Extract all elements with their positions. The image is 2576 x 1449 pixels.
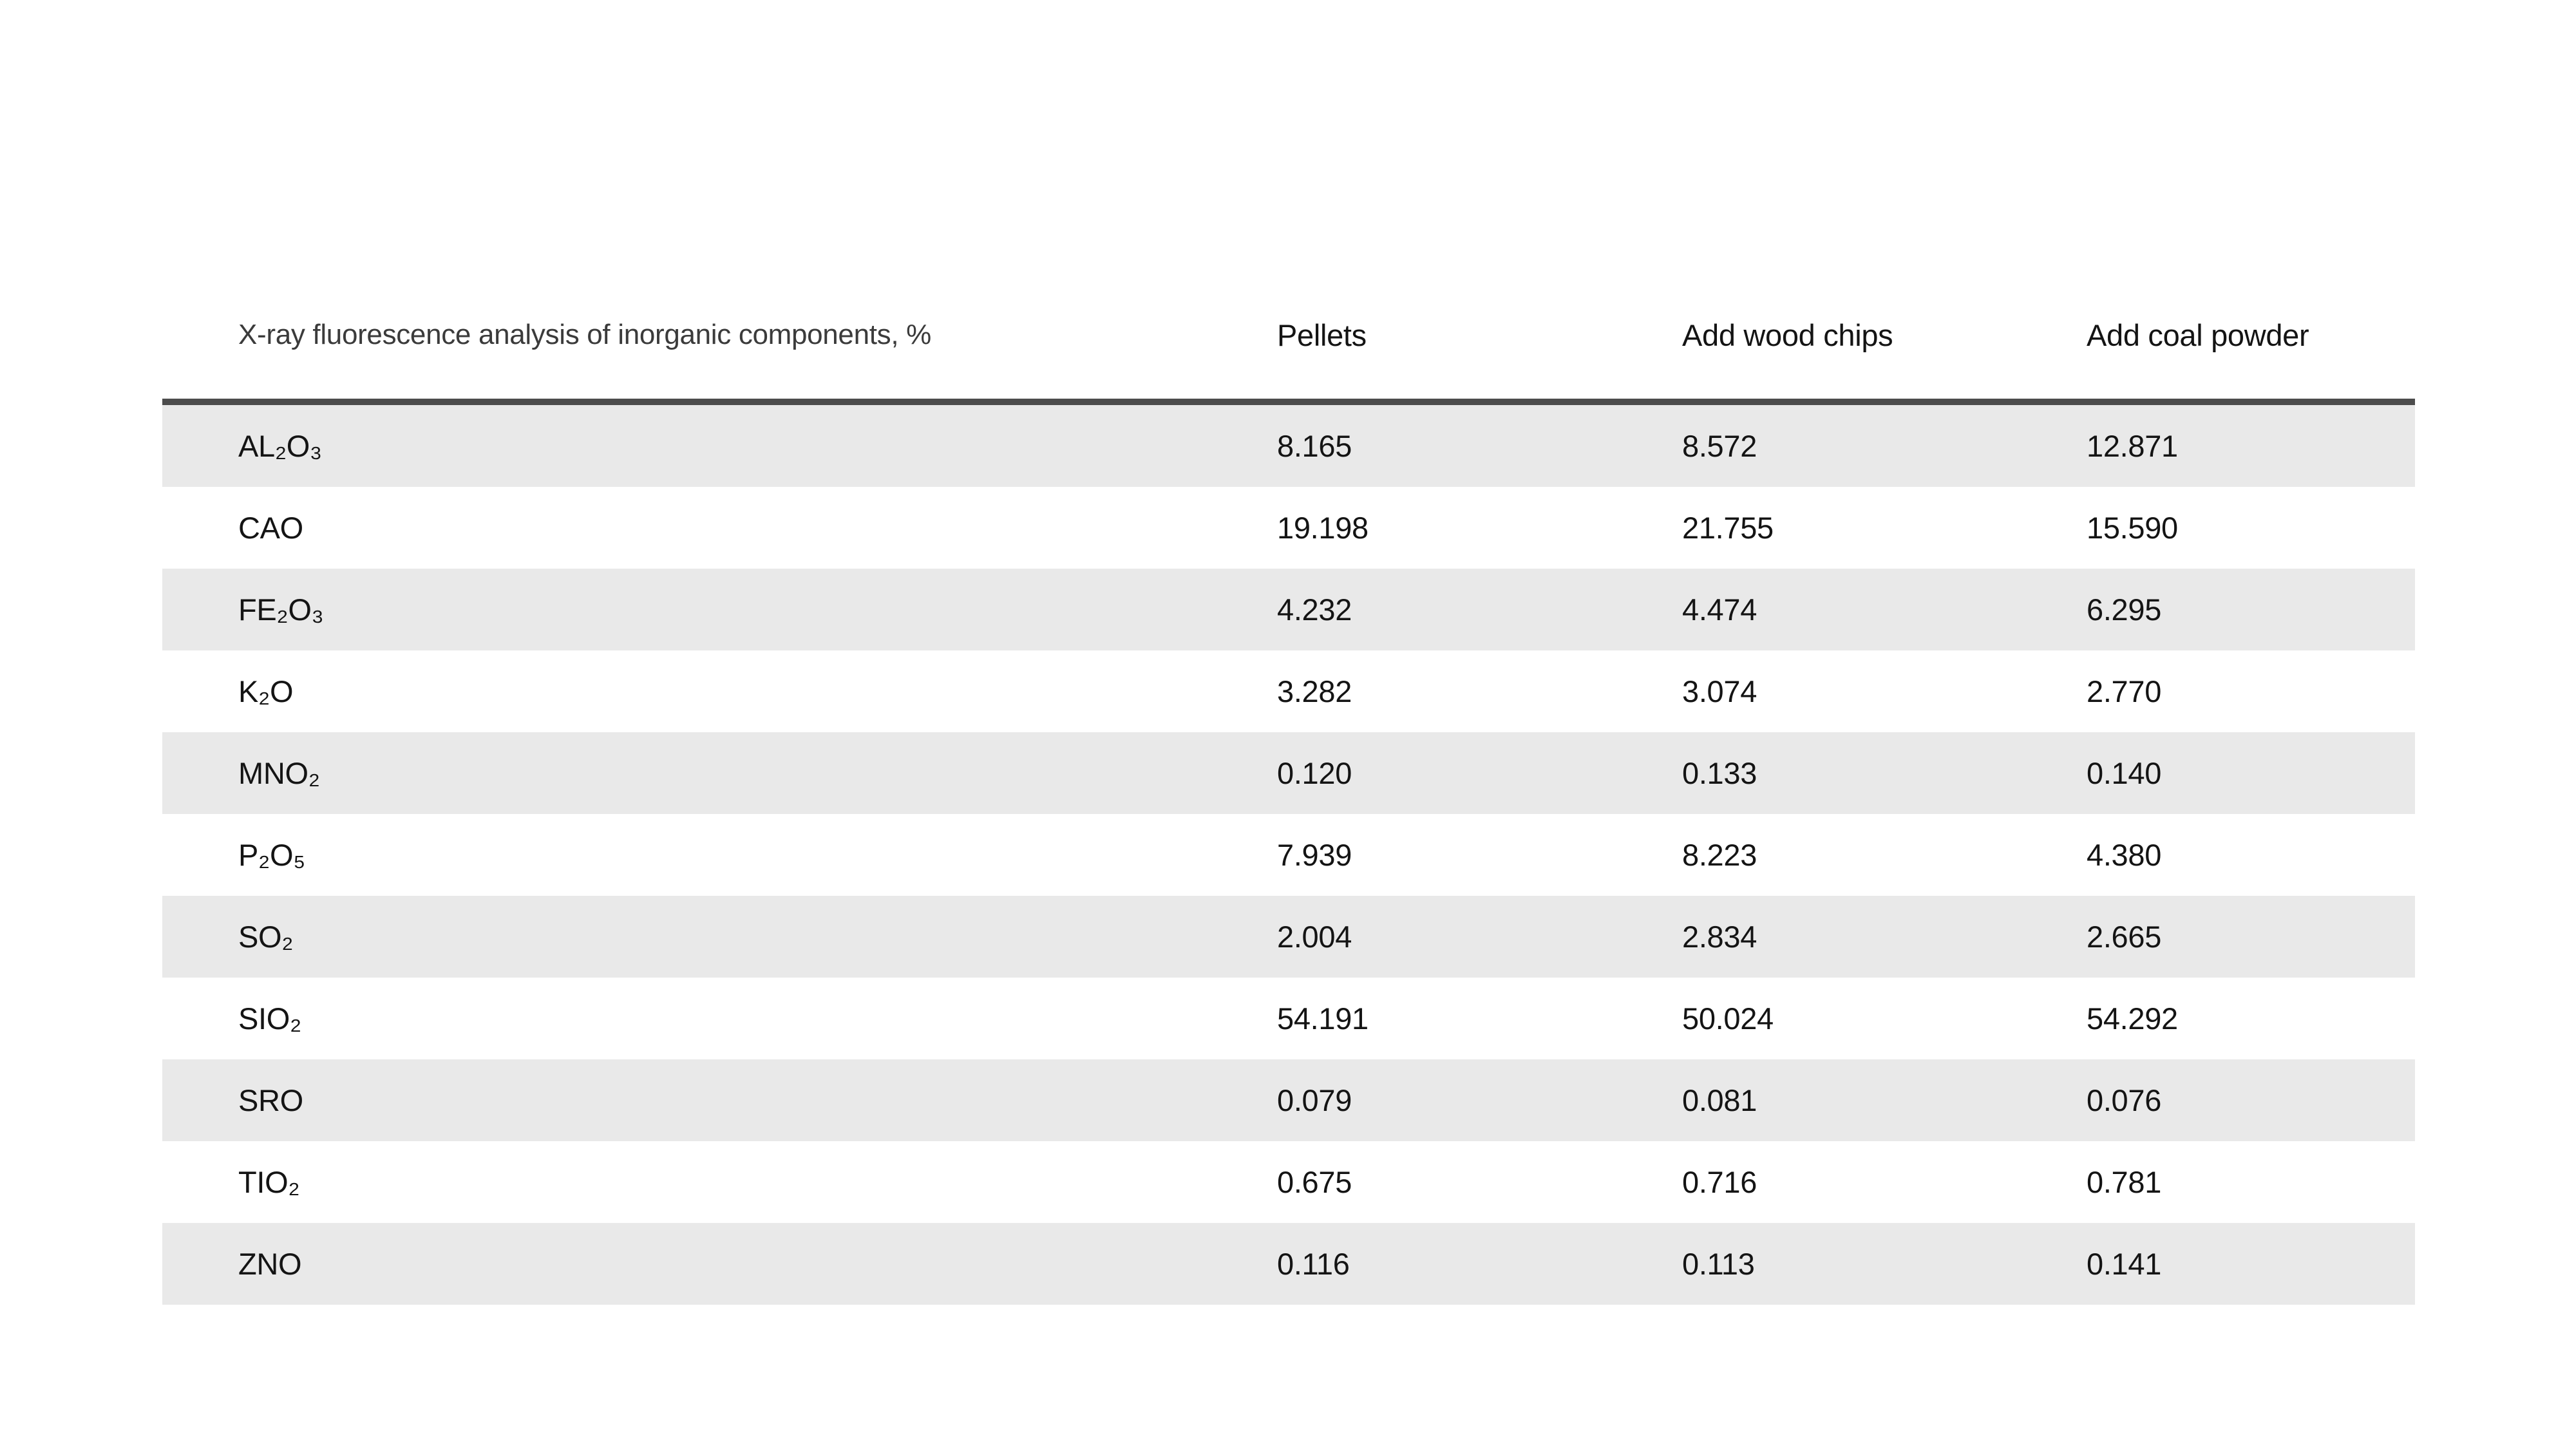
value-cell-pellets: 54.191 (1277, 1001, 1368, 1036)
component-cell: CAO (238, 511, 303, 545)
value-cell-pellets: 4.232 (1277, 592, 1352, 627)
value-cell-pellets: 0.116 (1277, 1247, 1350, 1281)
value-cell-coal-powder: 12.871 (2087, 429, 2178, 463)
component-cell: K₂O (238, 674, 294, 708)
component-cell: P₂O₅ (238, 838, 305, 872)
value-cell-pellets: 0.120 (1277, 756, 1352, 790)
value-cell-pellets: 8.165 (1277, 429, 1352, 463)
component-cell: FE₂O₃ (238, 592, 324, 627)
value-cell-coal-powder: 4.380 (2087, 838, 2162, 872)
value-cell-coal-powder: 0.141 (2087, 1247, 2162, 1281)
table-row: P₂O₅ 7.939 8.223 4.380 (162, 814, 2415, 896)
table-row: MNO₂ 0.120 0.133 0.140 (162, 732, 2415, 814)
table-row: SO₂ 2.004 2.834 2.665 (162, 896, 2415, 978)
value-cell-pellets: 3.282 (1277, 674, 1352, 708)
value-cell-coal-powder: 15.590 (2087, 511, 2178, 545)
value-cell-coal-powder: 0.076 (2087, 1083, 2162, 1117)
component-cell: SIO₂ (238, 1001, 301, 1036)
value-cell-coal-powder: 6.295 (2087, 592, 2162, 627)
component-cell: MNO₂ (238, 756, 320, 790)
table-row: SIO₂ 54.191 50.024 54.292 (162, 978, 2415, 1059)
value-cell-wood-chips: 0.081 (1682, 1083, 1757, 1117)
value-cell-wood-chips: 21.755 (1682, 511, 1774, 545)
component-cell: SO₂ (238, 920, 294, 954)
value-cell-wood-chips: 8.223 (1682, 838, 1757, 872)
value-cell-wood-chips: 0.716 (1682, 1165, 1757, 1199)
value-cell-pellets: 19.198 (1277, 511, 1368, 545)
table-row: FE₂O₃ 4.232 4.474 6.295 (162, 569, 2415, 650)
value-cell-pellets: 2.004 (1277, 920, 1352, 954)
value-cell-pellets: 0.079 (1277, 1083, 1352, 1117)
value-cell-coal-powder: 0.781 (2087, 1165, 2162, 1199)
value-cell-coal-powder: 2.770 (2087, 674, 2162, 708)
column-header-pellets: Pellets (1277, 317, 1367, 352)
table-row: CAO 19.198 21.755 15.590 (162, 487, 2415, 569)
table-row: K₂O 3.282 3.074 2.770 (162, 650, 2415, 732)
value-cell-coal-powder: 0.140 (2087, 756, 2162, 790)
table-row: SRO 0.079 0.081 0.076 (162, 1059, 2415, 1141)
table-row: TIO₂ 0.675 0.716 0.781 (162, 1141, 2415, 1223)
component-cell: ZNO (238, 1247, 302, 1281)
table-header-row: X-ray fluorescence analysis of inorganic… (162, 271, 2415, 399)
value-cell-wood-chips: 2.834 (1682, 920, 1757, 954)
value-cell-wood-chips: 50.024 (1682, 1001, 1774, 1036)
value-cell-wood-chips: 4.474 (1682, 592, 1757, 627)
value-cell-pellets: 7.939 (1277, 838, 1352, 872)
table-row: ZNO 0.116 0.113 0.141 (162, 1223, 2415, 1305)
component-cell: AL₂O₃ (238, 429, 322, 463)
component-cell: SRO (238, 1083, 303, 1117)
column-header-add-coal-powder: Add coal powder (2087, 317, 2309, 352)
value-cell-pellets: 0.675 (1277, 1165, 1352, 1199)
column-header-add-wood-chips: Add wood chips (1682, 317, 1893, 352)
value-cell-wood-chips: 8.572 (1682, 429, 1757, 463)
value-cell-wood-chips: 0.113 (1682, 1247, 1755, 1281)
component-cell: TIO₂ (238, 1165, 300, 1199)
value-cell-coal-powder: 54.292 (2087, 1001, 2178, 1036)
header-separator-line (162, 399, 2415, 405)
value-cell-wood-chips: 0.133 (1682, 756, 1757, 790)
value-cell-wood-chips: 3.074 (1682, 674, 1757, 708)
table-title: X-ray fluorescence analysis of inorganic… (238, 319, 931, 350)
table-body: AL₂O₃ 8.165 8.572 12.871 CAO 19.198 21.7… (162, 405, 2415, 1305)
table-row: AL₂O₃ 8.165 8.572 12.871 (162, 405, 2415, 487)
xrf-analysis-table: X-ray fluorescence analysis of inorganic… (162, 271, 2415, 1305)
value-cell-coal-powder: 2.665 (2087, 920, 2162, 954)
